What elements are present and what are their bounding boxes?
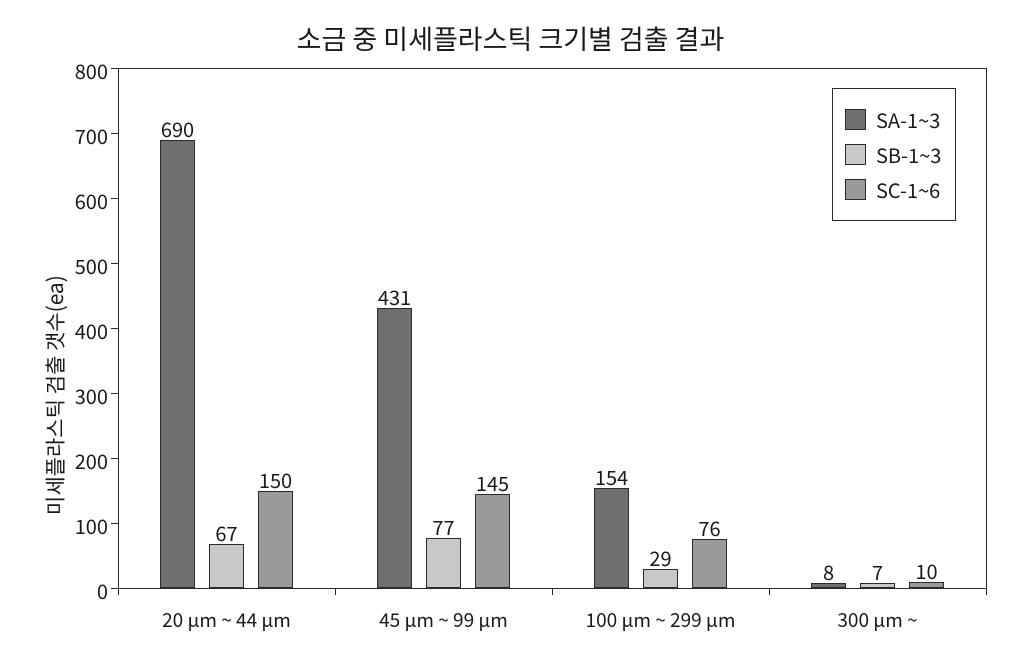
legend-label: SA-1~3: [876, 105, 940, 134]
bar-value-label: 431: [365, 282, 425, 311]
y-tick-label: 300: [58, 381, 108, 410]
plot-border-top: [118, 68, 986, 69]
y-tick-label: 500: [58, 251, 108, 280]
legend-item: SA-1~3: [845, 105, 941, 134]
chart-container: 소금 중 미세플라스틱 크기별 검출 결과 미세플라스틱 검출 갯수(ea) S…: [0, 0, 1021, 656]
bar: [258, 491, 293, 589]
y-tick-mark: [111, 133, 118, 134]
y-tick-mark: [111, 263, 118, 264]
bar: [475, 494, 510, 588]
legend-item: SC-1~6: [845, 175, 941, 204]
x-category-label: 20 μm ~ 44 μm: [118, 606, 335, 633]
y-tick-label: 200: [58, 446, 108, 475]
y-tick-label: 800: [58, 56, 108, 85]
y-tick-mark: [111, 523, 118, 524]
bar-value-label: 67: [197, 518, 257, 547]
bar: [377, 308, 412, 588]
bar-value-label: 145: [463, 468, 523, 497]
legend-item: SB-1~3: [845, 140, 941, 169]
plot-border-right: [986, 68, 987, 588]
bar: [160, 140, 195, 589]
bar: [209, 544, 244, 588]
bar-value-label: 76: [680, 513, 740, 542]
legend-label: SB-1~3: [876, 140, 941, 169]
x-tick-mark: [552, 588, 553, 595]
y-tick-mark: [111, 198, 118, 199]
y-tick-mark: [111, 393, 118, 394]
legend-swatch: [845, 109, 866, 130]
legend-swatch: [845, 179, 866, 200]
bar-value-label: 154: [582, 462, 642, 491]
bar-value-label: 29: [631, 543, 691, 572]
bar: [692, 539, 727, 588]
x-tick-mark: [986, 588, 987, 595]
x-tick-mark: [335, 588, 336, 595]
bar: [426, 538, 461, 588]
legend-swatch: [845, 144, 866, 165]
y-tick-label: 0: [58, 576, 108, 605]
y-tick-mark: [111, 328, 118, 329]
x-tick-mark: [769, 588, 770, 595]
chart-title: 소금 중 미세플라스틱 크기별 검출 결과: [0, 18, 1021, 57]
legend-box: SA-1~3 SB-1~3 SC-1~6: [832, 88, 956, 221]
bar-value-label: 77: [414, 512, 474, 541]
y-tick-mark: [111, 458, 118, 459]
y-tick-label: 100: [58, 511, 108, 540]
x-category-label: 100 μm ~ 299 μm: [552, 606, 769, 633]
y-tick-label: 600: [58, 186, 108, 215]
y-tick-mark: [111, 68, 118, 69]
y-tick-label: 400: [58, 316, 108, 345]
y-tick-mark: [111, 588, 118, 589]
x-tick-mark: [118, 588, 119, 595]
bar-value-label: 690: [148, 114, 208, 143]
x-category-label: 45 μm ~ 99 μm: [335, 606, 552, 633]
legend-label: SC-1~6: [876, 175, 940, 204]
y-tick-label: 700: [58, 121, 108, 150]
x-category-label: 300 μm ~: [769, 606, 986, 633]
bar-value-label: 10: [897, 556, 957, 585]
bar: [594, 488, 629, 588]
bar-value-label: 150: [246, 465, 306, 494]
